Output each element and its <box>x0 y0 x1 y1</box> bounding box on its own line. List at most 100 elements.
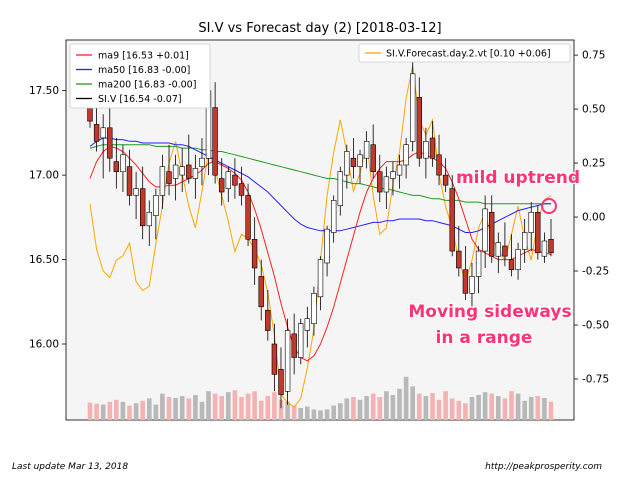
left-tick-label: 16.50 <box>29 254 59 266</box>
right-tick-label: 0.75 <box>582 50 605 62</box>
candle-body <box>344 151 350 176</box>
legend-right: SI.V.Forecast.day.2.vt [0.10 +0.06] <box>358 43 571 63</box>
candle-body <box>515 249 521 270</box>
candle-body <box>278 368 284 395</box>
candle-body <box>284 330 291 392</box>
volume-bar <box>357 399 363 420</box>
volume-bar <box>410 386 415 420</box>
volume-bar <box>351 397 356 420</box>
volume-bar <box>239 397 244 420</box>
candle-body <box>153 195 159 216</box>
volume-bar <box>397 388 402 420</box>
legend-left: ma9 [16.53 +0.01] ma50 [16.83 -0.00] ma200… <box>69 43 211 109</box>
candle-body <box>133 188 139 196</box>
volume-bar <box>502 398 508 420</box>
candle-body <box>107 127 113 159</box>
volume-bar <box>370 393 376 420</box>
candle-body <box>508 259 515 271</box>
volume-bar <box>291 405 297 420</box>
volume-bar <box>166 397 172 420</box>
volume-bar <box>344 398 350 420</box>
candle-body <box>219 178 225 193</box>
volume-bar <box>390 395 396 420</box>
legend-label: ma50 [16.83 -0.00] <box>98 65 190 76</box>
volume-bar <box>100 404 106 420</box>
volume-bar <box>403 376 409 420</box>
ma9-line <box>89 145 552 362</box>
legend-label: SI.V [16.54 -0.07] <box>98 94 182 105</box>
candle-body <box>212 107 218 176</box>
volume-bar <box>252 391 257 420</box>
left-tick-label: 17.00 <box>29 170 59 182</box>
volume-bar <box>384 391 389 420</box>
volume-bar <box>377 397 383 420</box>
volume-bar <box>463 403 468 420</box>
candle-body <box>337 171 343 206</box>
annotation-label: Moving sideways <box>408 302 571 322</box>
candle-body <box>192 168 199 179</box>
volume-bar <box>443 391 448 420</box>
volume-bar <box>147 398 152 420</box>
right-tick-label: 0.50 <box>582 104 605 116</box>
candle-body <box>225 171 231 189</box>
left-tick-label: 16.00 <box>29 339 59 351</box>
candle-body <box>442 174 449 186</box>
volume-bar <box>338 403 343 420</box>
left-tick-label: 17.50 <box>29 85 59 97</box>
candle-body <box>271 343 278 375</box>
volume-bar <box>245 393 251 420</box>
right-tick-label: -0.75 <box>582 373 609 385</box>
volume-bar <box>456 400 462 420</box>
volume-bar <box>186 398 192 420</box>
volume-bar <box>258 400 264 420</box>
uptrend-marker-circle <box>541 198 557 214</box>
candle-body <box>416 97 422 159</box>
candle-body <box>521 232 528 250</box>
volume-bar <box>482 392 488 420</box>
candle-body <box>429 137 436 159</box>
right-y-axis: 0.75 0.50 0.25 0.00 -0.25 -0.50 -0.75 <box>574 50 609 385</box>
volume-bar <box>94 403 99 420</box>
candle-body <box>311 292 317 324</box>
candle-body <box>297 323 304 358</box>
candle-body <box>535 212 541 254</box>
volume-bar <box>515 393 521 420</box>
volume-bar <box>232 390 238 420</box>
candle-body <box>330 200 337 233</box>
volume-bar <box>496 396 501 420</box>
volume-bar <box>265 396 271 420</box>
volume-bar <box>272 392 277 420</box>
volume-bar <box>127 405 132 420</box>
candle-body <box>482 208 488 252</box>
volume-bar <box>193 395 198 420</box>
right-tick-label: 0.00 <box>582 212 605 224</box>
volume-bar <box>548 401 554 420</box>
candle-body <box>258 276 264 308</box>
volume-bar <box>449 398 455 420</box>
volume-bar <box>430 393 435 420</box>
volume-bar <box>535 396 541 420</box>
chart-title: SI.V vs Forecast day (2) [2018-03-12] <box>198 21 441 36</box>
candle-body <box>140 188 146 227</box>
volume-bar <box>114 399 119 420</box>
candle-body <box>541 240 548 257</box>
candle-body <box>383 176 390 193</box>
candle-body <box>363 141 370 159</box>
legend-right-box <box>358 43 571 63</box>
right-tick-label: 0.25 <box>582 158 605 170</box>
volume-bar <box>509 391 514 420</box>
volume-bar <box>285 401 290 420</box>
candle-body <box>245 195 251 240</box>
volume-bar <box>298 408 303 420</box>
candle-body <box>120 154 126 173</box>
volume-bar <box>528 397 534 420</box>
volume-bar <box>87 402 93 420</box>
candle-body <box>304 318 310 331</box>
candle-body <box>488 212 495 257</box>
candle-body <box>456 250 462 269</box>
candle-body <box>377 171 383 193</box>
candle-body <box>396 164 403 176</box>
candle-body <box>495 242 501 257</box>
volume-bar <box>311 409 317 420</box>
volume-bar <box>226 392 231 420</box>
